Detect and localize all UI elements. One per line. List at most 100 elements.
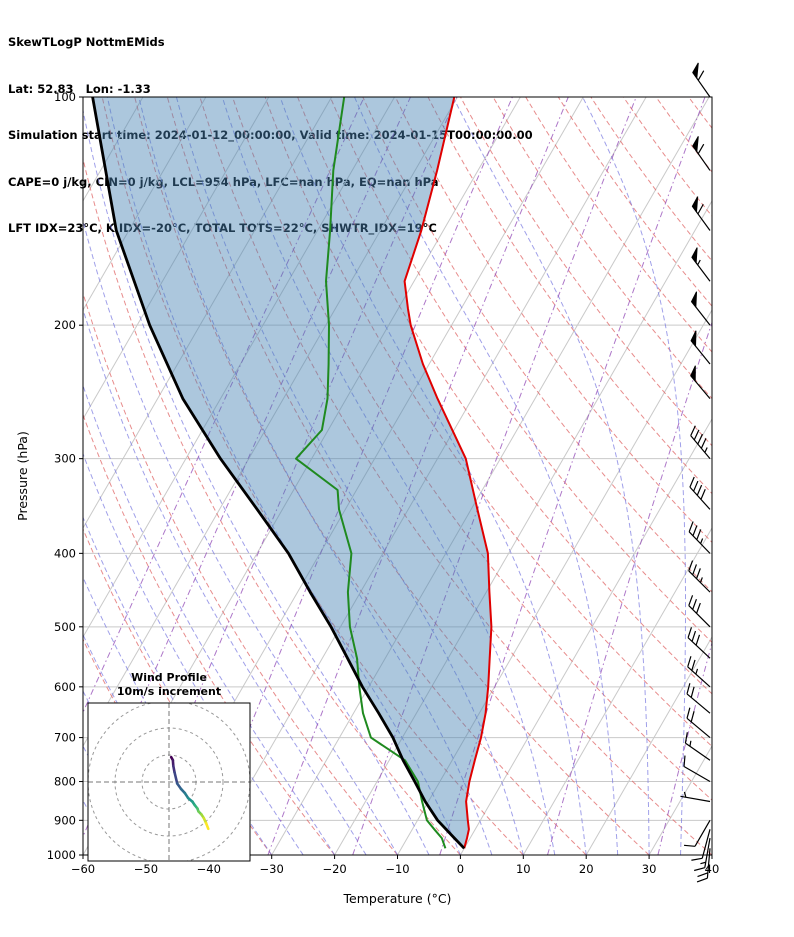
wind-barb <box>688 521 711 554</box>
wind-barb-shaft <box>696 848 711 883</box>
wind-barb-shaft <box>683 820 711 847</box>
isotherm-line <box>711 853 712 855</box>
moist-adiabat-line <box>83 633 210 855</box>
hodograph-trace-segment <box>173 771 179 785</box>
wind-barb <box>691 247 711 282</box>
wind-barb <box>692 136 711 171</box>
wind-barb <box>687 627 711 659</box>
wind-barb <box>688 595 711 628</box>
moist-adiabat-line <box>83 452 304 855</box>
header-sim-time: Simulation start time: 2024-01-12_00:00:… <box>8 128 533 142</box>
x-tick-label: −40 <box>197 862 221 876</box>
wind-barb-shaft <box>688 560 711 593</box>
wind-barb <box>692 62 711 98</box>
dry-adiabat-line <box>394 97 712 544</box>
wind-barb-shaft <box>688 521 711 554</box>
dry-adiabat-line <box>655 97 712 173</box>
isotherm-line <box>522 526 712 855</box>
hodograph-border <box>87 702 251 862</box>
dry-adiabat-line <box>557 97 712 307</box>
header-lat-lon: Lat: 52.83 Lon: -1.33 <box>8 81 151 96</box>
dry-adiabat-line <box>427 97 712 495</box>
mixing-ratio-line <box>83 97 365 714</box>
isotherm-line <box>648 744 712 855</box>
wind-barb-shaft <box>689 476 711 510</box>
wind-barb-shaft <box>690 425 711 460</box>
y-tick-label: 1000 <box>47 848 76 862</box>
moist-adiabat-line <box>582 97 686 855</box>
moist-adiabat-line <box>711 846 712 855</box>
hodograph-trace-segment <box>204 821 210 831</box>
moist-adiabat-line <box>175 97 524 855</box>
isotherm-line <box>271 97 710 855</box>
wind-barb-flag <box>691 196 699 214</box>
isotherm-line <box>83 97 395 638</box>
y-tick-label: 200 <box>54 318 76 332</box>
isotherm-line <box>208 97 647 855</box>
y-tick-label: 100 <box>54 90 76 104</box>
y-tick-label: 600 <box>54 680 76 694</box>
y-tick-label: 800 <box>54 775 76 789</box>
moist-adiabat-line <box>744 97 794 855</box>
y-tick-label: 700 <box>54 731 76 745</box>
moist-adiabat-line <box>354 97 619 855</box>
wind-barb-flag <box>690 291 698 309</box>
wind-barb-shaft <box>686 707 711 739</box>
dry-adiabat-line <box>101 97 524 855</box>
wind-barb-flag <box>690 365 696 383</box>
x-tick-label: 40 <box>705 862 720 876</box>
dry-adiabat-line <box>83 291 398 855</box>
x-tick-label: −60 <box>71 862 95 876</box>
moist-adiabat-line <box>138 97 493 855</box>
wind-barb-shaft <box>694 838 711 872</box>
isotherm-line <box>83 97 333 529</box>
wind-barb <box>690 291 711 326</box>
x-tick-label: −10 <box>385 862 409 876</box>
wind-barb <box>691 196 711 231</box>
dry-adiabat-line <box>721 97 794 855</box>
dry-adiabat-line <box>362 97 712 593</box>
isotherm-line <box>585 635 712 855</box>
temperature-line <box>403 97 493 849</box>
wind-barb <box>694 838 711 872</box>
isotherm-line <box>83 97 207 311</box>
wind-barb-shaft <box>687 656 711 688</box>
wind-barb-flag <box>692 136 699 154</box>
dry-adiabat-line <box>199 97 712 855</box>
wind-barb-flag <box>691 247 698 265</box>
wind-barb-shaft <box>687 627 711 659</box>
wind-barb <box>687 656 711 688</box>
dry-adiabat-line <box>232 97 712 801</box>
x-tick-label: 0 <box>457 862 464 876</box>
header-cape-cin: CAPE=0 j/kg, CIN=0 j/kg, LCL=954 hPa, LF… <box>8 174 439 189</box>
cin-shading <box>92 97 492 849</box>
dewpoint-line <box>295 97 447 849</box>
dry-adiabat-line <box>297 97 712 695</box>
wind-barb-flag <box>692 62 699 80</box>
mixing-ratio-line <box>352 97 637 855</box>
wind-barb <box>683 755 711 783</box>
dry-adiabat-line <box>590 97 712 262</box>
wind-barb-shaft <box>688 595 711 628</box>
wind-barb <box>683 820 711 847</box>
chart-header: SkewTLogP NottmEMids Lat: 52.83 Lon: -1.… <box>8 4 533 268</box>
x-tick-label: −30 <box>260 862 284 876</box>
isotherm-line <box>459 417 712 855</box>
hodograph-subtitle: 10m/s increment <box>117 685 221 698</box>
mixing-ratio-line <box>267 97 569 855</box>
mixing-ratio-line <box>439 97 706 855</box>
x-tick-label: 20 <box>579 862 594 876</box>
dry-adiabat-line <box>166 97 650 855</box>
wind-barb <box>689 476 711 510</box>
x-tick-label: −50 <box>134 862 158 876</box>
y-tick-label: 900 <box>54 813 76 827</box>
moist-adiabat-line <box>83 384 336 855</box>
wind-barb <box>684 732 711 761</box>
wind-barb-shaft <box>686 683 711 714</box>
y-tick-label: 500 <box>54 620 76 634</box>
parcel-line <box>91 97 466 850</box>
wind-barb-shaft <box>680 791 711 803</box>
